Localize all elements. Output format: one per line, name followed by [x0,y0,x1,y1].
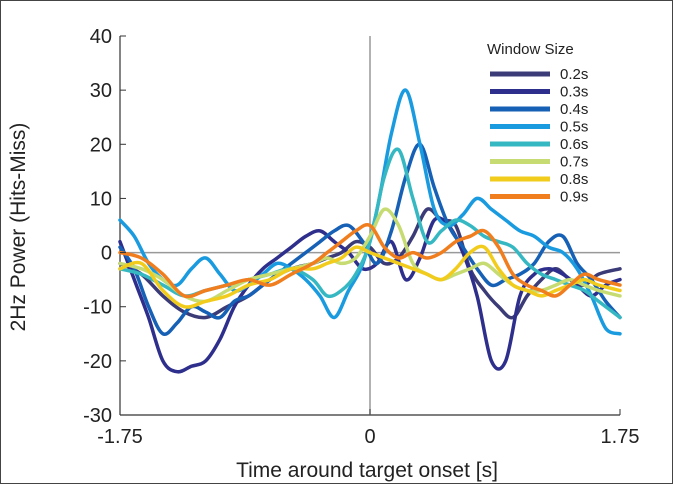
y-tick-label: 0 [101,243,112,265]
legend-label-0.9s: 0.9s [560,189,588,206]
series-line-0.9s [118,223,622,299]
y-tick-label: 20 [90,134,112,156]
series-line-0.4s [118,142,622,337]
x-tick-label: -1.75 [97,426,143,448]
x-tick-label: 1.75 [601,426,640,448]
legend-label-0.3s: 0.3s [560,84,588,101]
legend: Window Size 0.2s0.3s0.4s0.5s0.6s0.7s0.8s… [487,41,588,206]
legend-label-0.4s: 0.4s [560,101,588,118]
y-tick-label: -10 [83,297,112,319]
tick-labels: 40 30 20 10 0 -10 -20 -30-1.75 0 1.75 [83,26,639,448]
legend-label-0.6s: 0.6s [560,136,588,153]
y-axis-label: 2Hz Power (Hits-Miss) [7,123,30,332]
legend-label-0.5s: 0.5s [560,119,588,136]
y-tick-label: -30 [83,405,112,427]
y-tick-label: 40 [90,26,112,48]
legend-label-0.2s: 0.2s [560,66,588,83]
legend-label-0.7s: 0.7s [560,154,588,171]
y-tick-label: 10 [90,188,112,210]
series-line-0.8s [118,244,622,309]
legend-label-0.8s: 0.8s [560,171,588,188]
series-line-0.3s [118,216,622,374]
x-tick-label: 0 [364,426,375,448]
y-tick-label: -20 [83,351,112,373]
legend-title: Window Size [487,41,574,58]
x-axis-label: Time around target onset [s] [236,459,498,482]
series-lines [118,88,622,374]
y-tick-label: 30 [90,80,112,102]
